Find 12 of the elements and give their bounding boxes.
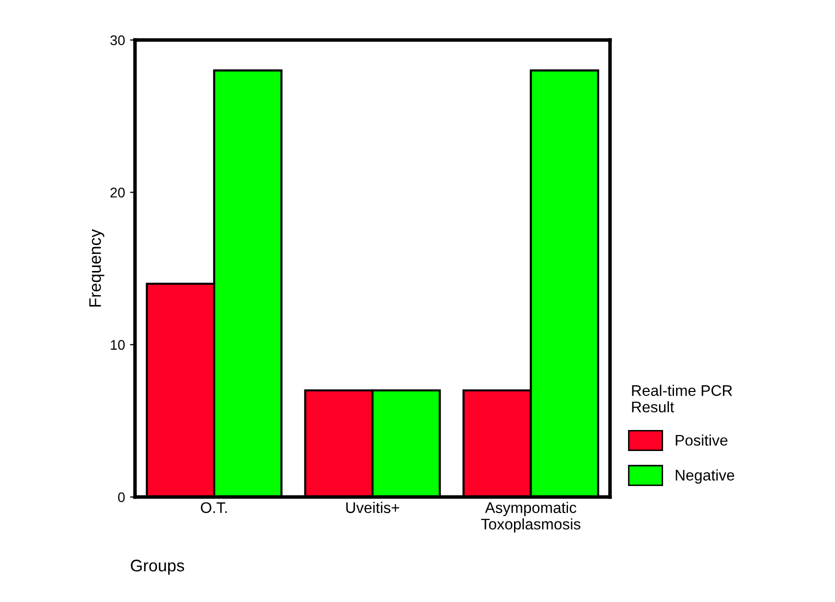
y-tick-label: 30 [110,35,125,46]
legend-title: Real-time PCR Result [632,384,732,412]
y-tick-label: 10 [110,340,125,350]
x-tick-label: Uveitis+ [346,502,400,514]
y-axis-title: Frequency [89,229,104,306]
legend-label: Positive [676,434,728,446]
y-tick-label: 0 [118,492,125,502]
x-axis-title: Groups [130,560,184,575]
x-tick-label: O.T. [200,502,227,514]
legend-label: Negative [676,469,734,484]
x-tick-label: Asympomatic Toxoplasmosis [481,502,580,533]
y-tick-label: 20 [110,188,125,198]
